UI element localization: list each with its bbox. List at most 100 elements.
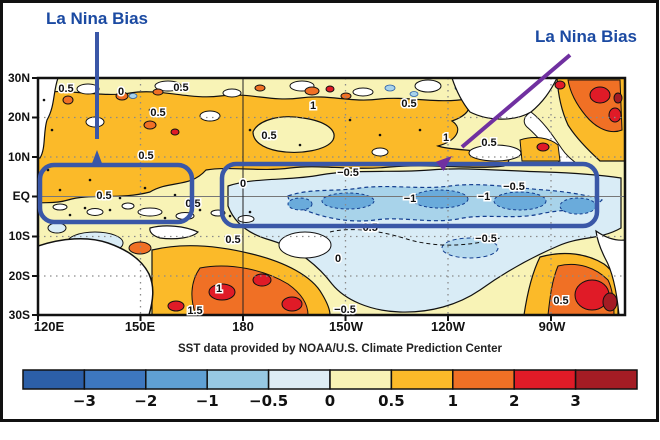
contour-blob [613,92,623,104]
contour-label: 0.5 [96,190,111,202]
colorbar-tick-label: 0.5 [378,392,405,410]
lon-label: 180 [232,319,254,334]
colorbar-tick-label: 1 [448,392,458,410]
colorbar-cell [452,369,515,390]
colorbar-tick-label: −3 [73,392,96,410]
island-land [52,203,68,211]
contour-label: 1 [216,283,222,295]
contour-label: −0.5 [334,304,356,316]
contour-blob [128,93,138,99]
contour-label: 0.5 [58,83,73,95]
cold-core [493,191,547,211]
contour-label: 1.5 [187,305,202,317]
colorbar-cell [145,369,208,390]
contour-blob [278,231,332,259]
axis-ticks [32,77,552,321]
contour-label: 0.5 [150,107,165,119]
contour-blob [128,241,152,255]
lat-label: EQ [13,189,30,203]
contour-blob [62,95,74,105]
contour-blob [152,88,164,96]
contour-blob [191,265,309,315]
colorbar-cell [206,369,270,390]
la-nina-bias-label-left: La Nina Bias [46,9,148,28]
contour-label: −1 [404,193,417,205]
cold-core [287,197,313,211]
colorbar-tick-label: 2 [509,392,519,410]
contour-label: 0.5 [553,295,568,307]
contour-label: −1 [478,191,491,203]
colorbar-tick-label: −2 [134,392,157,410]
island-land [137,207,163,217]
colorbar-cell [513,369,577,390]
contour-blob [208,283,236,301]
contour-blob [143,120,157,130]
lon-label: 120E [34,319,65,334]
dashed-contour [329,229,501,246]
contour-label: −0.5 [475,233,497,245]
contour-blob [154,80,182,92]
new-guinea-land [149,225,200,240]
contour-label: 0 [118,86,124,98]
contour-label: 0.5 [138,150,153,162]
contour-blob [536,142,550,152]
bias-box-east [219,161,600,229]
colorbar-tick-label: −1 [196,392,219,410]
colorbar-cell [22,369,86,390]
bias-box-west [37,162,195,225]
contour-blob [441,237,499,259]
contour-label: 1 [443,132,449,144]
contour-blob [304,86,320,96]
right-arrow-head-icon [435,156,452,171]
right-arrow-line [460,53,572,149]
lat-label: 20S [9,269,30,283]
contour-blob [325,85,335,93]
colorbar-tick-label: 3 [570,392,580,410]
asia-land [38,78,59,159]
contour-blob [252,273,272,287]
contour-blob [589,86,611,104]
map-art [38,78,625,315]
contour-blob [371,147,389,157]
island-land [121,202,135,210]
colorbar-cell [267,369,331,390]
south-america-land [595,229,625,315]
contour-label: 0.5 [481,137,496,149]
contour-blob [352,87,374,97]
colorbar-cell [329,369,393,390]
colorbar-tick-label: 0 [325,392,335,410]
colorbar-tick-label: −0.5 [249,392,288,410]
lat-label: 30N [8,71,30,85]
contour-blob [602,292,618,312]
contour-blob [254,84,266,92]
contour-label: 0.5 [173,82,188,94]
contour-blob [608,107,622,123]
colorbar-cell [83,369,147,390]
contour-label: −0.5 [337,167,359,179]
contour-blob [281,296,303,312]
contour-blob [167,300,185,312]
contour-blob [199,110,221,122]
contour-label: −0.5 [503,181,525,193]
lon-label: 120W [431,319,466,334]
contour-label: 0 [335,253,341,265]
cold-core [321,192,375,210]
island-land [237,215,255,223]
contour-label: 0.5 [225,234,240,246]
contour-blob [554,80,566,90]
lat-label: 30S [9,308,30,322]
cold-core [559,197,597,215]
colorbar-cell [574,369,638,390]
lon-label: 90W [539,319,566,334]
cold-core [411,189,469,209]
contour-blob [47,222,67,234]
figure-border [0,0,659,422]
lat-label: 20N [8,110,30,124]
colorbar: −3 −2 −1 −0.5 0 0.5 1 2 3 [22,369,638,410]
contour-blob [252,116,335,153]
contour-label: 1 [310,100,316,112]
speckle-texture [42,98,422,220]
contour-blob [115,91,129,101]
contour-blob [170,128,180,136]
